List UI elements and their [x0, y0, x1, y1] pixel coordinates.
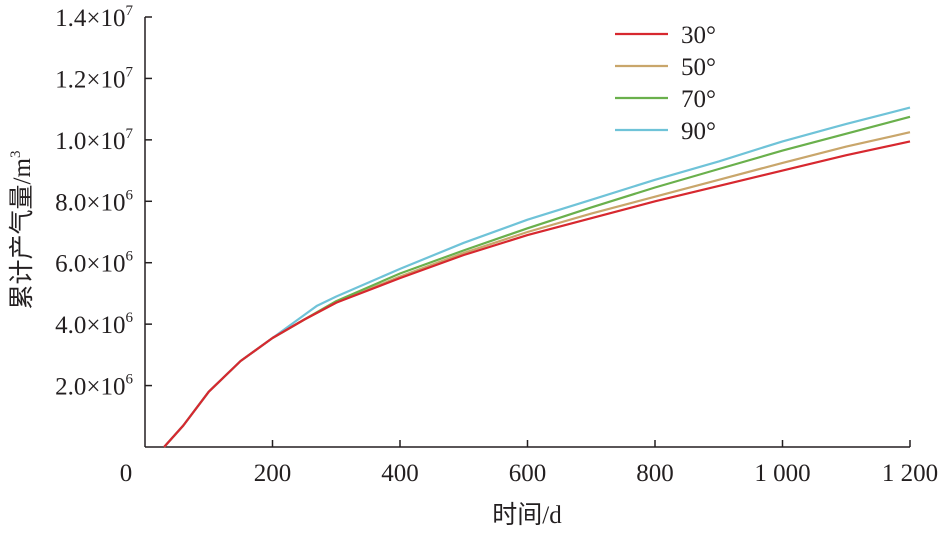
x-tick-label: 200 — [254, 460, 292, 487]
y-tick-label: 6.0×106 — [55, 249, 133, 278]
x-axis-title: 时间/d — [492, 501, 562, 529]
y-tick-label: 8.0×106 — [55, 187, 133, 216]
y-axis-title: 累计产气量/m3 — [8, 151, 36, 310]
x-tick-label: 1 200 — [882, 460, 938, 487]
x-tick-label: 800 — [636, 460, 674, 487]
series-line — [163, 140, 911, 448]
y-tick-label: 1.4×107 — [55, 3, 133, 32]
legend: 30° 50° 70° 90° — [615, 22, 716, 145]
series-layer — [163, 106, 911, 448]
x-tick-label: 1 000 — [754, 460, 810, 487]
series-line — [163, 131, 911, 448]
y-tick-label: 2.0×106 — [55, 372, 133, 401]
x-tick-label: 400 — [381, 460, 419, 487]
y-tick-label: 4.0×106 — [55, 310, 133, 339]
legend-label: 70° — [681, 86, 716, 113]
y-axis-title-main: 累计产气量/m — [8, 158, 36, 310]
legend-label: 50° — [681, 54, 716, 81]
y-axis-title-sup: 3 — [8, 151, 24, 159]
axes: 0 200 400 600 800 1 000 1 200 2.0×106 4.0×106 6.0… — [55, 3, 938, 487]
x-tick-label: 0 — [120, 460, 133, 487]
legend-label: 90° — [681, 118, 716, 145]
x-tick-label: 600 — [509, 460, 547, 487]
legend-label: 30° — [681, 22, 716, 49]
y-tick-label: 1.0×107 — [55, 126, 133, 155]
y-tick-label: 1.2×107 — [55, 64, 133, 93]
